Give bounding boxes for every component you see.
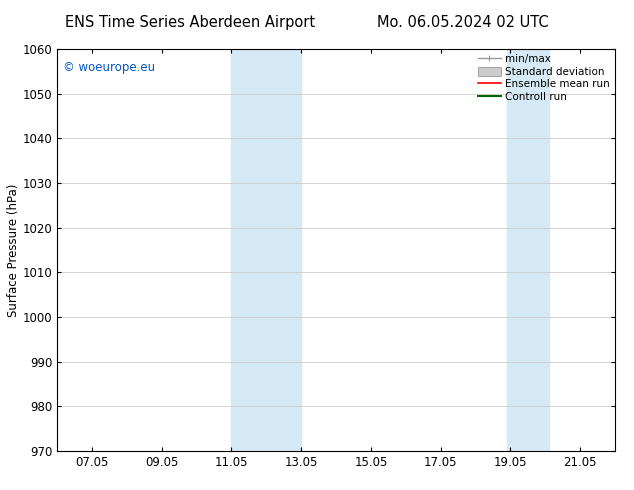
Y-axis label: Surface Pressure (hPa): Surface Pressure (hPa) [7,183,20,317]
Text: ENS Time Series Aberdeen Airport: ENS Time Series Aberdeen Airport [65,15,315,30]
Legend: min/max, Standard deviation, Ensemble mean run, Controll run: min/max, Standard deviation, Ensemble me… [476,52,612,104]
Bar [507,49,549,451]
Text: Mo. 06.05.2024 02 UTC: Mo. 06.05.2024 02 UTC [377,15,548,30]
Bar [231,49,301,451]
Text: © woeurope.eu: © woeurope.eu [63,61,155,74]
